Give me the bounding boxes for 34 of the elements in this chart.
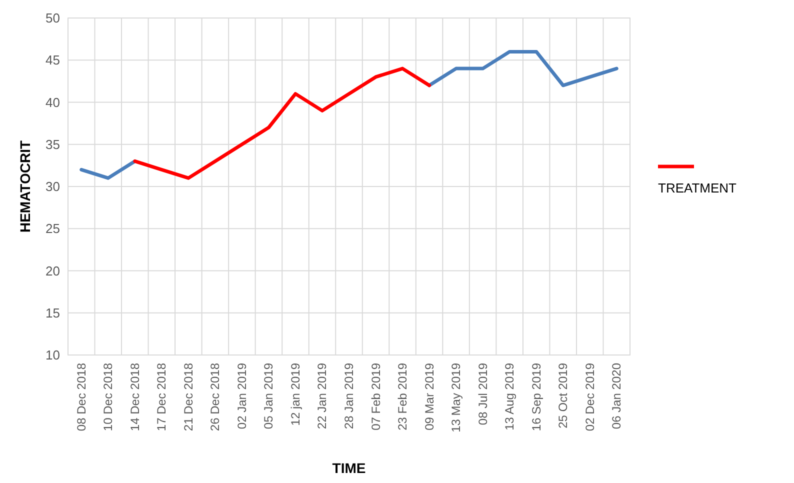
y-tick-label: 45 bbox=[46, 52, 60, 68]
y-tick-label: 10 bbox=[46, 348, 60, 363]
x-tick-label: 22 Jan 2019 bbox=[315, 362, 330, 430]
line-series bbox=[133, 66, 432, 180]
x-tick-label: 06 Jan 2020 bbox=[610, 362, 624, 430]
legend-label: TREATMENT bbox=[658, 180, 737, 196]
x-tick-label: 08 Jul 2019 bbox=[476, 362, 490, 426]
x-tick-label: 12 jan 2019 bbox=[288, 362, 302, 426]
x-tick-label: 09 Mar 2019 bbox=[422, 362, 436, 430]
x-tick-label: 13 May 2019 bbox=[449, 362, 464, 432]
x-tick-label: 05 Jan 2019 bbox=[262, 362, 276, 430]
y-tick-label: 20 bbox=[46, 263, 60, 278]
y-axis-title: HEMATOCRIT bbox=[17, 140, 33, 233]
y-tick-label: 50 bbox=[46, 10, 60, 26]
x-tick-label: 16 Sep 2019 bbox=[529, 362, 544, 432]
x-tick-label: 14 Dec 2018 bbox=[128, 362, 142, 432]
x-tick-label: 17 Dec 2018 bbox=[154, 362, 169, 432]
x-tick-label: 02 Jan 2019 bbox=[234, 362, 249, 430]
x-tick-label: 08 Dec 2018 bbox=[74, 362, 88, 432]
x-tick-label: 10 Dec 2018 bbox=[101, 362, 116, 432]
x-tick-label: 02 Dec 2019 bbox=[582, 362, 597, 432]
x-tick-label: 13 Aug 2019 bbox=[502, 362, 517, 430]
x-tick-label: 23 Feb 2019 bbox=[396, 362, 410, 430]
y-tick-label: 15 bbox=[46, 305, 60, 320]
x-axis-title: TIME bbox=[332, 460, 366, 476]
x-tick-label: 07 Feb 2019 bbox=[368, 362, 383, 430]
y-tick-label: 30 bbox=[46, 179, 60, 194]
y-tick-label: 25 bbox=[46, 221, 60, 236]
x-tick-label: 21 Dec 2018 bbox=[181, 362, 196, 432]
x-tick-label: 26 Dec 2018 bbox=[208, 362, 222, 432]
x-tick-label: 28 Jan 2019 bbox=[342, 362, 356, 430]
y-tick-label: 35 bbox=[46, 136, 60, 152]
y-tick-label: 40 bbox=[46, 94, 60, 110]
x-tick-label: 25 Oct 2019 bbox=[556, 362, 570, 428]
